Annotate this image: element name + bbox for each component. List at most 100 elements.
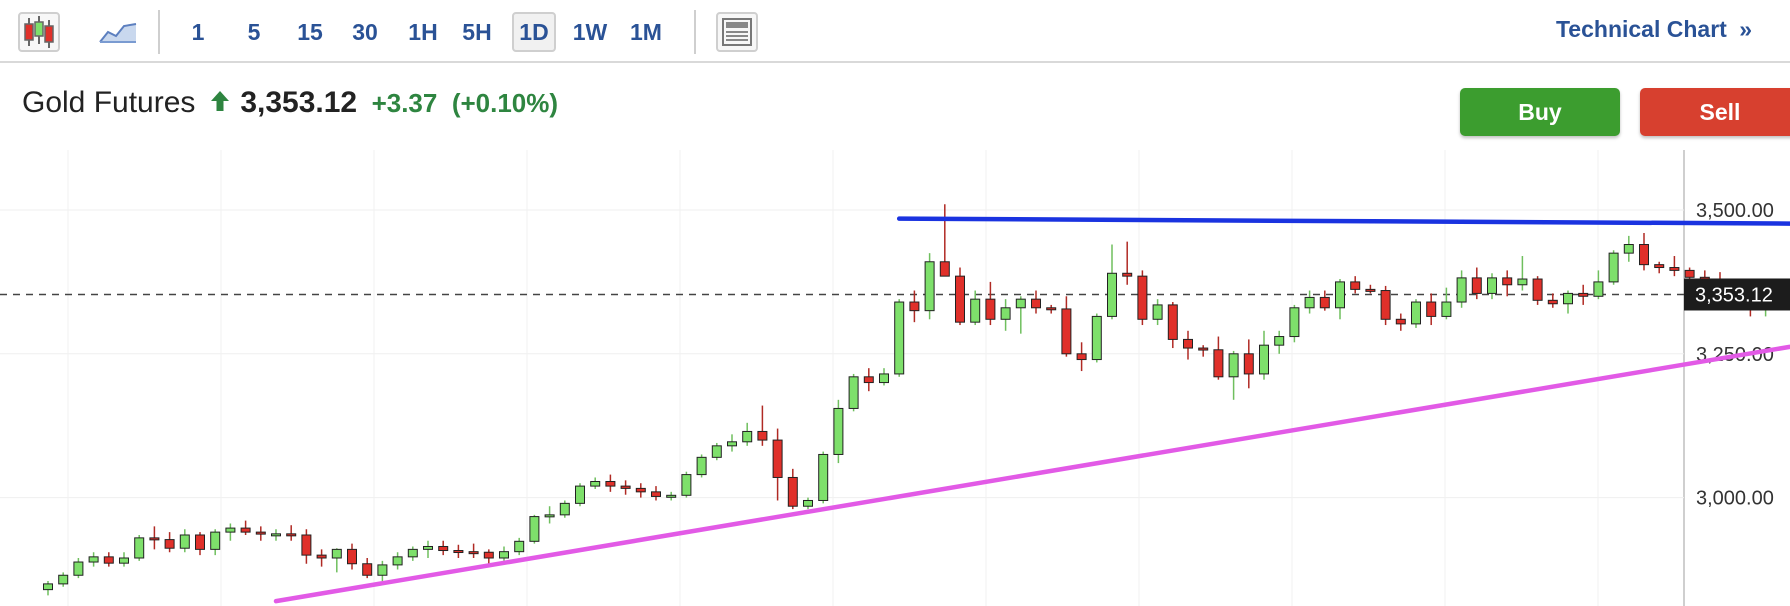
candle xyxy=(894,301,905,375)
candle xyxy=(43,583,53,591)
double-chevron-right-icon: » xyxy=(1739,16,1752,42)
last-price: 3,353.12 xyxy=(240,86,358,119)
candle xyxy=(1563,292,1573,305)
candle xyxy=(575,485,585,504)
candle xyxy=(681,474,692,496)
buy-button[interactable]: Buy xyxy=(1460,88,1620,136)
candle xyxy=(179,534,190,549)
candle xyxy=(1213,349,1224,378)
candle xyxy=(939,261,950,277)
candle xyxy=(985,298,996,320)
candle xyxy=(1304,296,1315,309)
candle xyxy=(1243,353,1254,375)
layout-icon[interactable] xyxy=(716,12,758,52)
candle xyxy=(1608,252,1619,283)
candle xyxy=(1487,277,1497,294)
candle xyxy=(1578,292,1589,297)
timeframe-15[interactable]: 15 xyxy=(297,19,323,45)
candle xyxy=(651,491,661,497)
toolbar-divider xyxy=(158,10,160,54)
candle xyxy=(499,551,509,559)
timeframe-1[interactable]: 1 xyxy=(191,19,205,45)
candle xyxy=(696,456,707,476)
sell-button[interactable]: Sell xyxy=(1640,88,1790,136)
toolbar-divider xyxy=(694,10,696,54)
candle xyxy=(1502,277,1513,286)
timeframe-5[interactable]: 5 xyxy=(247,19,261,45)
candle xyxy=(1517,278,1528,286)
candle xyxy=(362,563,373,576)
candle xyxy=(863,376,874,384)
candle xyxy=(483,551,494,559)
timeframe-1m[interactable]: 1M xyxy=(630,19,662,45)
candle xyxy=(103,556,114,564)
timeframe-1h[interactable]: 1H xyxy=(408,19,438,45)
y-tick-label: 3,500.00 xyxy=(1696,200,1774,222)
candle xyxy=(286,533,297,537)
candle xyxy=(301,534,312,556)
timeframe-1d[interactable]: 1D xyxy=(512,12,556,52)
candle xyxy=(970,298,981,323)
candle xyxy=(742,430,753,443)
candle xyxy=(909,301,920,312)
candle xyxy=(1669,267,1680,271)
candle xyxy=(453,550,464,554)
candlestick-chart[interactable]: 3,500.003,250.003,000.003,353.12 xyxy=(0,150,1790,606)
candle xyxy=(1031,298,1041,309)
candle xyxy=(1547,299,1558,305)
candle xyxy=(1471,277,1482,294)
candle xyxy=(210,531,221,550)
technical-chart-link[interactable]: Technical Chart » xyxy=(1556,16,1752,43)
resistance-trendline xyxy=(896,216,1790,226)
timeframe-1w[interactable]: 1W xyxy=(572,19,608,45)
candle xyxy=(1046,307,1057,311)
candle xyxy=(423,545,433,550)
candle xyxy=(271,533,281,537)
candle xyxy=(1395,318,1406,325)
technical-chart-label: Technical Chart xyxy=(1555,16,1727,42)
candle xyxy=(1335,281,1345,309)
candle xyxy=(1623,244,1634,254)
candle xyxy=(1137,275,1148,320)
candle xyxy=(438,545,449,552)
candle xyxy=(1000,307,1011,320)
candle xyxy=(1091,315,1102,361)
candle xyxy=(1426,301,1437,317)
candle xyxy=(559,502,570,516)
candle xyxy=(1228,353,1239,378)
candle xyxy=(955,275,965,323)
candle xyxy=(1456,277,1467,303)
candle xyxy=(73,561,84,576)
candle xyxy=(514,540,525,553)
candle xyxy=(377,564,388,576)
candle xyxy=(590,480,601,487)
candle xyxy=(1167,304,1178,340)
candle xyxy=(1122,272,1133,277)
candle xyxy=(195,534,205,550)
price-change: +3.37 xyxy=(371,87,438,118)
up-arrow-icon xyxy=(210,90,230,117)
candle xyxy=(240,527,251,533)
candle xyxy=(833,407,844,455)
candle xyxy=(1183,338,1193,349)
candle xyxy=(164,539,175,549)
candle xyxy=(134,537,145,559)
last-price-tag-label: 3,353.12 xyxy=(1695,284,1773,306)
y-tick-label: 3,000.00 xyxy=(1696,488,1774,510)
candle xyxy=(1639,244,1649,266)
candlestick-chart-icon[interactable] xyxy=(18,12,60,52)
candle xyxy=(635,487,646,493)
candle xyxy=(711,445,722,458)
candle xyxy=(605,480,616,487)
candle xyxy=(1015,298,1026,309)
candle xyxy=(1593,281,1604,297)
timeframe-30[interactable]: 30 xyxy=(352,19,378,45)
last-price-tag xyxy=(1684,278,1790,311)
candle xyxy=(529,516,540,542)
timeframe-5h[interactable]: 5H xyxy=(462,19,492,45)
candle xyxy=(1441,301,1452,317)
candle xyxy=(1654,264,1665,269)
chart-toolbar: 1 5 15 30 1H 5H 1D 1W 1M Technical Chart… xyxy=(0,0,1790,63)
area-chart-icon[interactable] xyxy=(98,12,138,52)
candle xyxy=(119,557,129,564)
